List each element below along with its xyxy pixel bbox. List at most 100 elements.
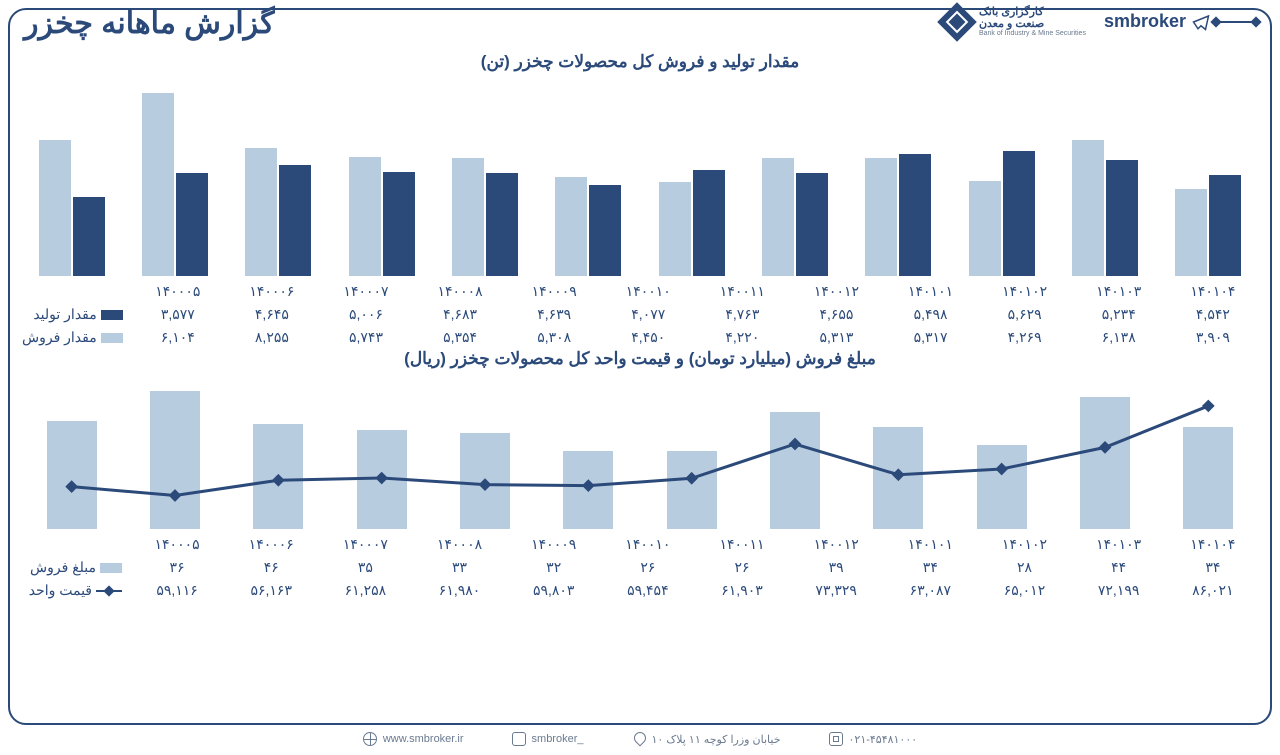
series-label: مبلغ فروش [20, 556, 130, 579]
data-cell: ۸۶,۰۲۱ [1166, 579, 1260, 602]
category-label: ۱۴۰۰۱۱ [695, 280, 789, 303]
smbroker-label: smbroker [1104, 11, 1256, 32]
brand-block: کارگزاری بانک صنعت و معدن Bank of Indust… [943, 6, 1256, 38]
bar [693, 170, 725, 276]
category-label: ۱۴۰۱۰۴ [1166, 533, 1260, 556]
bar-group [20, 76, 123, 276]
data-cell: ۵,۴۹۸ [884, 303, 978, 326]
bar [383, 172, 415, 276]
bar-group [847, 379, 950, 529]
bar-group [537, 76, 640, 276]
footer-address-text: خیابان وزرا کوچه ۱۱ پلاک ۱۰ [652, 733, 781, 746]
instagram-icon [512, 732, 526, 746]
bar [73, 197, 105, 276]
category-label: ۱۴۰۱۰۲ [978, 280, 1072, 303]
data-cell: ۵,۲۳۴ [1072, 303, 1166, 326]
data-cell: ۵,۳۱۷ [884, 326, 978, 349]
bar [47, 421, 97, 529]
fax-icon [829, 732, 843, 746]
data-cell: ۳۴ [1166, 556, 1260, 579]
footer-phone-text: ۰۲۱-۴۵۴۸۱۰۰۰ [849, 733, 918, 746]
bar-group [743, 379, 846, 529]
category-label: ۱۴۰۰۱۱ [695, 533, 789, 556]
data-cell: ۶,۱۳۸ [1072, 326, 1166, 349]
bar [1003, 151, 1035, 276]
data-cell: ۵۹,۸۰۳ [507, 579, 601, 602]
bar [589, 185, 621, 276]
category-label: ۱۴۰۰۰۸ [413, 280, 507, 303]
category-label: ۱۴۰۱۰۱ [883, 533, 977, 556]
data-cell: ۳۶ [130, 556, 224, 579]
data-cell: ۷۳,۳۲۹ [789, 579, 883, 602]
category-label: ۱۴۰۱۰۱ [884, 280, 978, 303]
bar [977, 445, 1027, 529]
bar-group [433, 76, 536, 276]
bar-group [227, 379, 330, 529]
bar [1106, 160, 1138, 276]
chart2-block: مبلغ فروش (میلیارد تومان) و قیمت واحد کل… [20, 349, 1260, 602]
data-cell: ۶۱,۲۵۸ [318, 579, 412, 602]
category-label: ۱۴۰۰۰۷ [319, 280, 413, 303]
bar [667, 451, 717, 529]
footer-instagram-text: smbroker_ [532, 733, 584, 745]
bar [279, 165, 311, 276]
category-label: ۱۴۰۱۰۲ [977, 533, 1071, 556]
category-label: ۱۴۰۱۰۳ [1072, 533, 1166, 556]
data-cell: ۳۲ [507, 556, 601, 579]
bar-group [1157, 76, 1260, 276]
data-cell: ۲۶ [601, 556, 695, 579]
series-label: مقدار تولید [20, 303, 131, 326]
bar-group [227, 76, 330, 276]
chart2-bars [20, 379, 1260, 529]
data-cell: ۳,۹۰۹ [1166, 326, 1260, 349]
data-cell: ۳۵ [318, 556, 412, 579]
content: مقدار تولید و فروش کل محصولات چخزر (تن) … [20, 52, 1260, 743]
data-cell: ۵۶,۱۶۳ [224, 579, 318, 602]
brand-sub-fa: صنعت و معدن [979, 18, 1086, 30]
brand-name-en: Bank of Industry & Mine Securities [979, 30, 1086, 38]
bar [1183, 427, 1233, 529]
bar-group [330, 379, 433, 529]
data-cell: ۴,۵۴۲ [1166, 303, 1260, 326]
series-label: قیمت واحد [20, 579, 130, 602]
data-cell: ۴,۶۵۵ [789, 303, 883, 326]
data-cell: ۴,۰۷۷ [601, 303, 695, 326]
data-cell: ۵,۰۰۶ [319, 303, 413, 326]
bar-group [847, 76, 950, 276]
data-cell: ۵,۳۵۴ [413, 326, 507, 349]
bar [555, 177, 587, 276]
data-cell: ۶۳,۰۸۷ [883, 579, 977, 602]
bar-group [123, 379, 226, 529]
category-label: ۱۴۰۰۰۹ [507, 280, 601, 303]
footer: www.smbroker.ir smbroker_ خیابان وزرا کو… [0, 729, 1280, 749]
brand-name-fa: کارگزاری بانک [979, 6, 1086, 18]
bar [796, 173, 828, 276]
bar-group [330, 76, 433, 276]
bar-group [950, 379, 1053, 529]
bar [563, 451, 613, 529]
footer-website-text: www.smbroker.ir [383, 733, 464, 745]
data-cell: ۴۴ [1072, 556, 1166, 579]
smbroker-text: smbroker [1104, 11, 1186, 32]
bar-group [20, 379, 123, 529]
data-cell: ۵۹,۴۵۴ [601, 579, 695, 602]
bar [245, 148, 277, 276]
bar [357, 430, 407, 529]
chart2-title: مبلغ فروش (میلیارد تومان) و قیمت واحد کل… [20, 349, 1260, 369]
bar [659, 182, 691, 276]
data-cell: ۴,۲۲۰ [695, 326, 789, 349]
chart2-table: ۱۴۰۰۰۵۱۴۰۰۰۶۱۴۰۰۰۷۱۴۰۰۰۸۱۴۰۰۰۹۱۴۰۰۱۰۱۴۰۰… [20, 533, 1260, 602]
telegram-icon [1192, 13, 1210, 31]
data-cell: ۸,۲۵۵ [225, 326, 319, 349]
bar-group [433, 379, 536, 529]
bar [253, 424, 303, 529]
bar [1072, 140, 1104, 276]
data-cell: ۳۹ [789, 556, 883, 579]
chart1-bars [20, 76, 1260, 276]
globe-icon [363, 732, 377, 746]
category-label: ۱۴۰۰۰۵ [131, 280, 225, 303]
bar-group [743, 76, 846, 276]
data-cell: ۶,۱۰۴ [131, 326, 225, 349]
bar-group [950, 76, 1053, 276]
data-cell: ۴,۲۶۹ [978, 326, 1072, 349]
